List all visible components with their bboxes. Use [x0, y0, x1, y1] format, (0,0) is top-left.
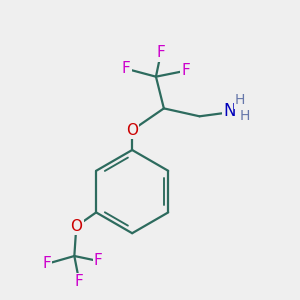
Text: F: F	[75, 274, 84, 289]
Text: H: H	[235, 94, 245, 107]
Text: H: H	[240, 109, 250, 123]
Text: F: F	[181, 63, 190, 78]
Text: O: O	[70, 219, 82, 234]
Text: N: N	[223, 102, 236, 120]
Text: O: O	[126, 123, 138, 138]
Text: F: F	[157, 45, 165, 60]
Text: F: F	[94, 254, 103, 268]
Text: F: F	[42, 256, 51, 272]
Text: F: F	[122, 61, 130, 76]
